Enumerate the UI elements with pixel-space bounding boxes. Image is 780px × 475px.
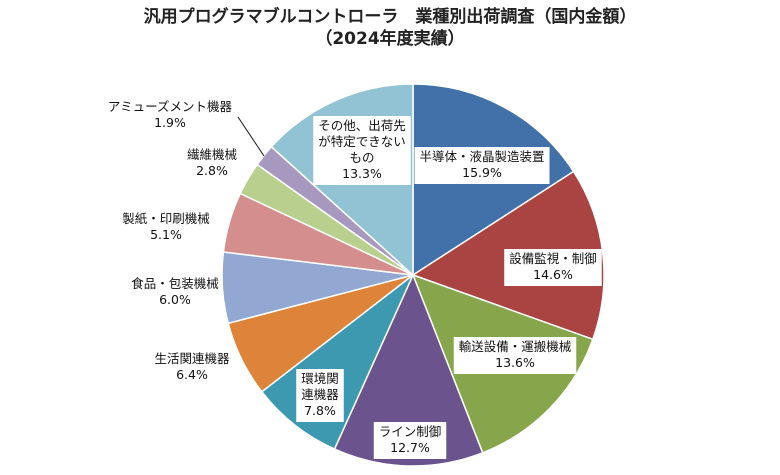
data-label-value: 14.6% <box>533 267 573 282</box>
data-label-text: 設備監視・制御 <box>509 251 597 266</box>
data-label-value: 7.8% <box>304 403 336 418</box>
data-label-text: 輸送設備・運搬機械 <box>459 339 572 354</box>
data-label-value: 13.6% <box>495 355 535 370</box>
label-box <box>296 369 344 422</box>
label-box <box>313 116 411 185</box>
chart-subtitle: （2024年度実績） <box>315 29 465 49</box>
label-box <box>373 422 447 459</box>
data-label-value: 15.9% <box>462 165 502 180</box>
data-label-text: 連機器 <box>301 387 339 402</box>
data-label-text: 半導体・液晶製造装置 <box>419 149 544 164</box>
data-label-value: 12.7% <box>390 440 430 455</box>
data-label-text: 生活関連機器 <box>154 351 230 366</box>
data-label-value: 13.3% <box>342 166 382 181</box>
data-label-text: アミューズメント機器 <box>108 99 233 114</box>
label-box <box>504 249 602 286</box>
leader-line <box>237 116 265 157</box>
data-label-text: が特定できない <box>318 134 406 149</box>
data-label-text: 繊維機械 <box>187 147 238 162</box>
chart-title: 汎用プログラマブルコントローラ 業種別出荷調査（国内金額） （2024年度実績） <box>0 6 780 50</box>
data-label-text: もの <box>349 150 374 165</box>
data-label-text: 環境関 <box>301 371 339 386</box>
label-box <box>453 337 577 374</box>
data-label-value: 5.1% <box>150 227 182 242</box>
chart-title-main: 汎用プログラマブルコントローラ 業種別出荷調査（国内金額） <box>143 7 637 27</box>
pie-slice <box>333 273 484 467</box>
label-box <box>414 147 550 184</box>
data-label-value: 6.4% <box>176 367 208 382</box>
data-label-value: 2.8% <box>196 163 228 178</box>
data-label-text: その他、出荷先 <box>318 118 406 133</box>
data-label-value: 1.9% <box>154 115 186 130</box>
data-label-value: 6.0% <box>159 292 191 307</box>
data-label-text: 製紙・印刷機械 <box>122 211 210 226</box>
data-label-text: ライン制御 <box>379 424 442 439</box>
data-label-text: 食品・包装機械 <box>131 276 219 291</box>
